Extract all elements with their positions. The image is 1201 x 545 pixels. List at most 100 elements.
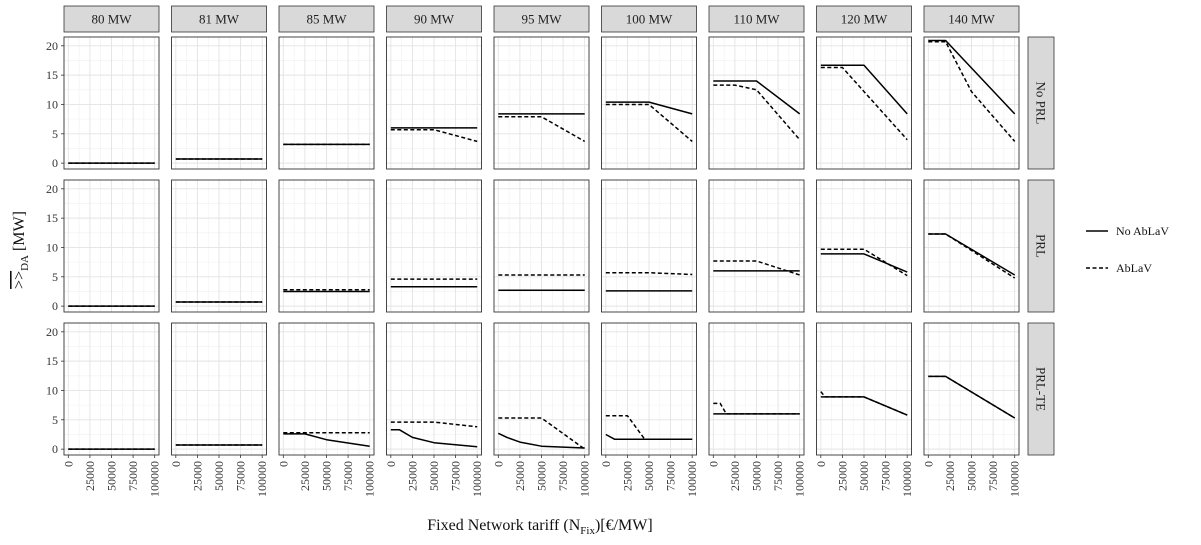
series-line-ablav bbox=[498, 116, 586, 143]
series-line-no-ablav bbox=[390, 429, 478, 448]
x-tick-label: 0 bbox=[169, 461, 183, 467]
series-line-ablav bbox=[820, 391, 908, 416]
series-line-ablav bbox=[820, 66, 908, 141]
y-axis-title: >>DA [MW] bbox=[11, 211, 31, 289]
x-tick-label: 100000 bbox=[470, 461, 484, 497]
panel-border bbox=[601, 36, 697, 170]
panel bbox=[386, 179, 482, 313]
x-tick-label: 25000 bbox=[513, 461, 527, 491]
x-tick-label: 0 bbox=[599, 461, 613, 467]
panel-border bbox=[923, 36, 1020, 170]
x-tick-label: 100000 bbox=[900, 461, 914, 497]
panel bbox=[708, 179, 805, 313]
panel-border bbox=[816, 179, 912, 313]
y-tick-label: 0 bbox=[52, 442, 58, 456]
panel bbox=[816, 322, 912, 456]
facet-strip-column-label: 110 MW bbox=[733, 12, 780, 27]
series-line-ablav bbox=[713, 260, 800, 276]
series-line-no-ablav bbox=[283, 433, 370, 447]
panel-border bbox=[923, 179, 1020, 313]
x-tick-label: 100000 bbox=[1008, 461, 1022, 497]
panel bbox=[601, 179, 697, 313]
x-tick-label: 75000 bbox=[986, 461, 1000, 491]
y-tick-label: 20 bbox=[46, 182, 58, 196]
facet-strip-column bbox=[708, 5, 805, 33]
panel-border bbox=[493, 179, 590, 313]
panel bbox=[708, 322, 805, 456]
x-tick-label: 50000 bbox=[427, 461, 441, 491]
y-tick-label: 0 bbox=[52, 156, 58, 170]
x-tick-label: 100000 bbox=[255, 461, 269, 497]
panel bbox=[923, 322, 1020, 456]
facet-strip-row-label: PRL-TE bbox=[1034, 367, 1049, 411]
x-tick-label: 50000 bbox=[105, 461, 119, 491]
facet-strip-column bbox=[601, 5, 697, 33]
panel-border bbox=[278, 36, 375, 170]
panel bbox=[278, 322, 375, 456]
series-line-ablav bbox=[713, 84, 801, 141]
x-tick-label: 75000 bbox=[449, 461, 463, 491]
series-line-no-ablav bbox=[820, 64, 908, 115]
x-tick-label: 75000 bbox=[664, 461, 678, 491]
facet-strip-column bbox=[816, 5, 912, 33]
x-tick-label: 0 bbox=[706, 461, 720, 467]
series-line-no-ablav bbox=[713, 80, 801, 115]
panel bbox=[601, 322, 697, 456]
facet-strip-column bbox=[171, 5, 267, 33]
series-line-no-ablav bbox=[928, 375, 1016, 419]
x-tick-label: 25000 bbox=[943, 461, 957, 491]
x-tick-label: 25000 bbox=[835, 461, 849, 491]
panel-border bbox=[386, 36, 482, 170]
panel-border bbox=[708, 179, 805, 313]
facet-strip-column bbox=[923, 5, 1020, 33]
x-tick-label: 75000 bbox=[126, 461, 140, 491]
x-tick-label: 75000 bbox=[341, 461, 355, 491]
x-tick-label: 25000 bbox=[405, 461, 419, 491]
panel-border bbox=[708, 36, 805, 170]
legend-label: AbLaV bbox=[1116, 261, 1152, 275]
panel-border bbox=[171, 179, 267, 313]
x-tick-label: 25000 bbox=[728, 461, 742, 491]
series-line-no-ablav bbox=[928, 233, 1016, 276]
facet-strip-column bbox=[63, 5, 160, 33]
x-tick-label: 25000 bbox=[190, 461, 204, 491]
x-tick-label: 75000 bbox=[556, 461, 570, 491]
x-tick-label: 75000 bbox=[879, 461, 893, 491]
panel-border bbox=[601, 179, 697, 313]
series-line-ablav bbox=[928, 233, 1016, 279]
x-tick-label: 0 bbox=[814, 461, 828, 467]
y-tick-label: 20 bbox=[46, 325, 58, 339]
panel-border bbox=[171, 36, 267, 170]
facet-strip-column-label: 85 MW bbox=[306, 12, 347, 27]
x-tick-label: 25000 bbox=[298, 461, 312, 491]
panel bbox=[923, 179, 1020, 313]
facet-strip-row bbox=[1027, 36, 1055, 170]
facet-strip-column-label: 100 MW bbox=[626, 12, 673, 27]
facet-strip-row bbox=[1027, 322, 1055, 456]
facet-strip-column-label: 95 MW bbox=[521, 12, 562, 27]
x-tick-label: 50000 bbox=[320, 461, 334, 491]
panel bbox=[601, 36, 697, 170]
series-line-ablav bbox=[605, 103, 693, 142]
panel bbox=[493, 36, 590, 170]
x-tick-label: 100000 bbox=[363, 461, 377, 497]
panel bbox=[708, 36, 805, 170]
series-line-ablav bbox=[390, 421, 478, 428]
panel-border bbox=[278, 179, 375, 313]
y-tick-label: 15 bbox=[46, 68, 58, 82]
legend-label: No AbLaV bbox=[1116, 224, 1169, 238]
x-tick-label: 100000 bbox=[793, 461, 807, 497]
facet-strip-column-label: 81 MW bbox=[199, 12, 240, 27]
facet-strip-row bbox=[1027, 179, 1055, 313]
series-line-no-ablav bbox=[928, 39, 1016, 115]
panel-border bbox=[816, 36, 912, 170]
facet-strip-column-label: 90 MW bbox=[414, 12, 455, 27]
facet-strip-column-label: 80 MW bbox=[91, 12, 132, 27]
y-tick-label: 0 bbox=[52, 299, 58, 313]
panel bbox=[816, 179, 912, 313]
x-tick-label: 75000 bbox=[234, 461, 248, 491]
series-line-no-ablav bbox=[605, 101, 693, 115]
y-tick-label: 15 bbox=[46, 354, 58, 368]
panel-border bbox=[63, 36, 160, 170]
